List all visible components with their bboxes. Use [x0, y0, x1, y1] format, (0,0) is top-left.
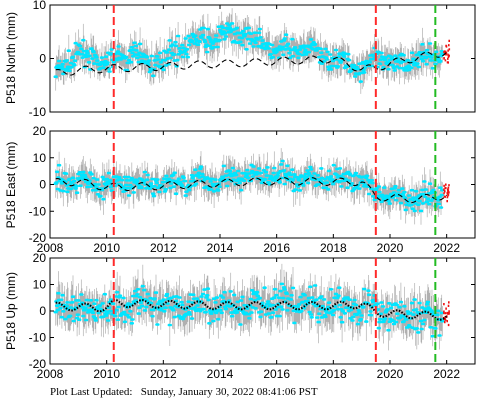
recent-positions — [443, 39, 451, 64]
footer-label: Plot Last Updated: — [50, 386, 133, 398]
x-tick-label: 2010 — [93, 367, 120, 381]
x-tick-label: 2012 — [150, 241, 177, 255]
x-tick-label: 2018 — [320, 367, 347, 381]
up-ticks: 2008 2010 2012 2014 2016 2018 2020 2022 -20 -10 0 1… — [29, 251, 475, 381]
y-tick-label: -10 — [29, 331, 47, 345]
daily-positions — [53, 22, 445, 83]
model-trend-line — [55, 51, 448, 76]
y-tick-label: 10 — [33, 0, 47, 12]
y-tick-label: -20 — [29, 231, 47, 245]
recent-positions — [443, 301, 450, 327]
north-y-axis-label: P518 North (mm) — [4, 12, 18, 104]
footer-timestamp: Sunday, January 30, 2022 08:41:06 PST — [140, 386, 318, 398]
y-tick-label: 10 — [33, 278, 47, 292]
y-tick-label: 10 — [33, 151, 47, 165]
x-tick-label: 2012 — [150, 367, 177, 381]
east-plot-content — [53, 131, 450, 238]
y-tick-label: 0 — [39, 52, 46, 66]
east-y-axis-label: P518 East (mm) — [4, 142, 18, 229]
x-tick-label: 2010 — [93, 241, 120, 255]
x-tick-label: 2022 — [433, 367, 460, 381]
x-tick-label: 2008 — [37, 241, 64, 255]
y-tick-label: -10 — [29, 105, 47, 119]
y-tick-label: 20 — [33, 124, 47, 138]
x-tick-label: 2022 — [433, 241, 460, 255]
x-tick-label: 2014 — [207, 367, 234, 381]
x-tick-label: 2020 — [377, 367, 404, 381]
model-trend-line — [55, 298, 448, 321]
daily-positions — [53, 282, 445, 338]
recent-positions — [443, 183, 450, 203]
east-panel: 2008 2010 2012 2014 2016 2018 2020 2022 -20 -10 0 1… — [4, 124, 476, 255]
y-tick-label: 0 — [39, 304, 46, 318]
east-ticks: 2008 2010 2012 2014 2016 2018 2020 2022 -20 -10 0 1… — [29, 124, 475, 255]
plot-updated-footer: Plot Last Updated: Sunday, January 30, 2… — [0, 386, 481, 398]
y-tick-label: 20 — [33, 251, 47, 265]
up-plot-content — [53, 258, 450, 364]
x-tick-label: 2008 — [37, 367, 64, 381]
x-tick-label: 2018 — [320, 241, 347, 255]
north-ticks: -10 0 10 — [29, 0, 475, 119]
x-tick-label: 2014 — [207, 241, 234, 255]
up-panel: 2008 2010 2012 2014 2016 2018 2020 2022 -20 -10 0 1… — [4, 251, 476, 381]
x-tick-label: 2016 — [263, 367, 290, 381]
north-panel: -10 0 10 P518 North (mm) — [4, 0, 476, 119]
x-tick-label: 2016 — [263, 241, 290, 255]
y-tick-label: 0 — [39, 178, 46, 192]
model-trend-line — [55, 176, 448, 204]
y-tick-label: -10 — [29, 204, 47, 218]
y-tick-label: -20 — [29, 357, 47, 371]
x-tick-label: 2020 — [377, 241, 404, 255]
up-y-axis-label: P518 Up (mm) — [4, 272, 18, 350]
north-plot-content — [53, 5, 451, 112]
